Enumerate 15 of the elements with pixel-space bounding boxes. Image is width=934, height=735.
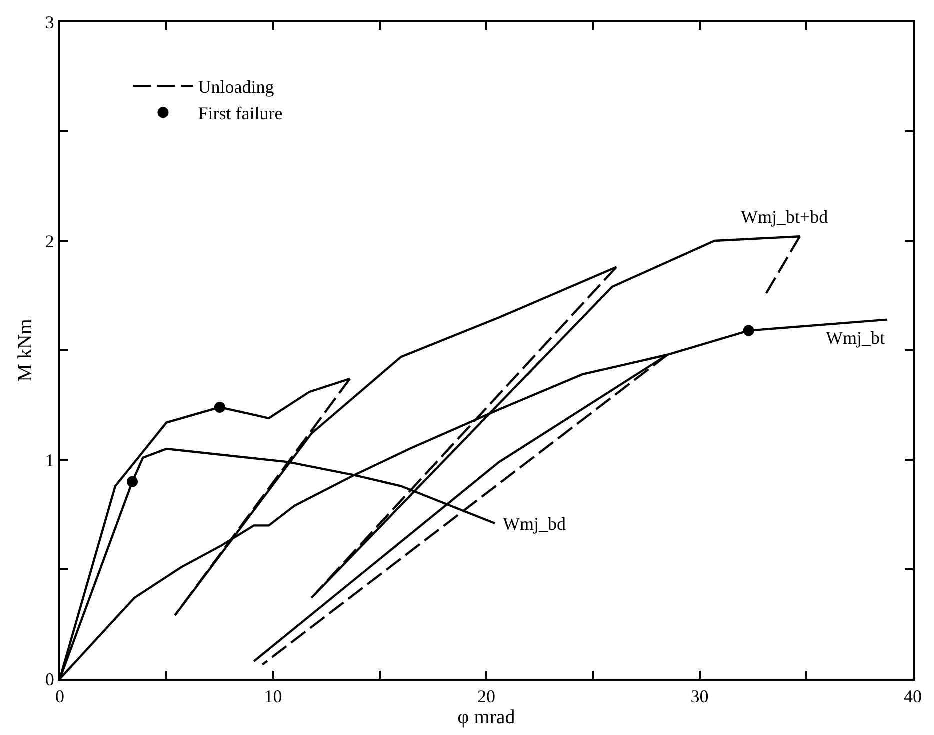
x-tick-label: 30 [690,686,709,707]
x-tick-label: 10 [264,686,282,707]
legend-label: Unloading [198,77,274,98]
y-tick-label: 2 [45,231,54,252]
x-axis-title: φ mrad [458,706,516,729]
y-tick-label: 1 [45,450,54,470]
series-label: Wmj_bd [503,514,566,534]
x-tick-label: 40 [904,686,922,707]
y-tick-label: 0 [45,669,54,690]
legend-label: First failure [198,104,283,124]
series-label: Wmj_bt+bd [741,207,828,227]
y-tick-label: 3 [45,12,54,32]
series-label: Wmj_bt [826,328,885,348]
y-axis-title: M kNm [14,318,36,382]
x-tick-label: 20 [478,686,496,707]
